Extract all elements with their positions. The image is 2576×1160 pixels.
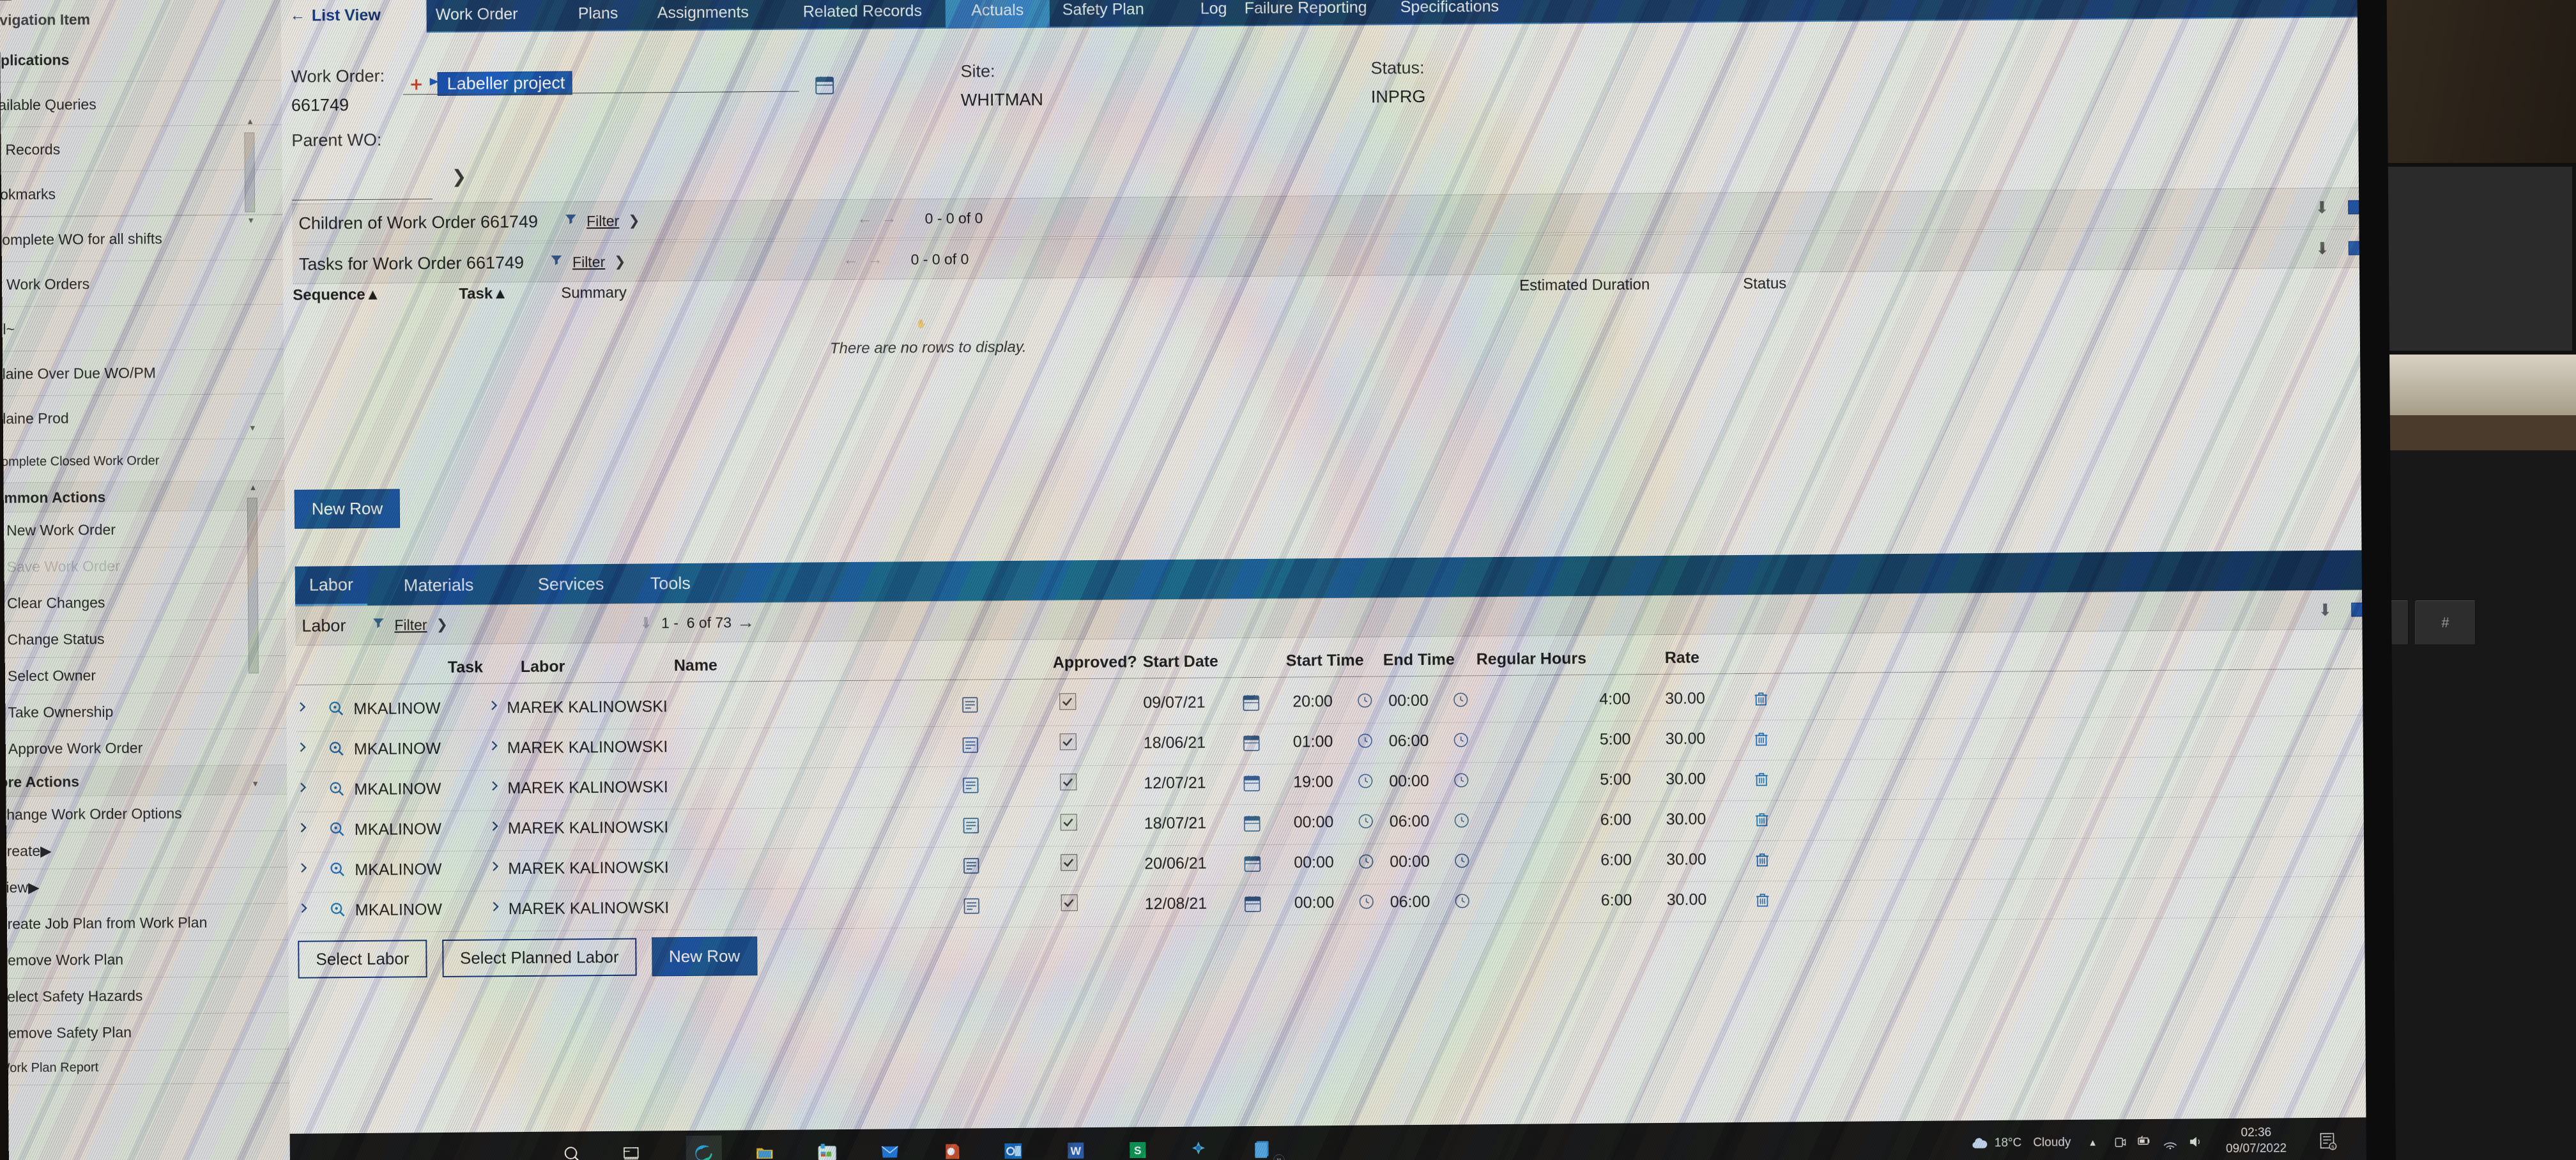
svg-text:W: W (1070, 1144, 1081, 1157)
svg-text:5: 5 (2331, 1144, 2334, 1150)
svg-text:S: S (1134, 1144, 1142, 1157)
svg-text:11: 11 (1276, 1157, 1282, 1160)
